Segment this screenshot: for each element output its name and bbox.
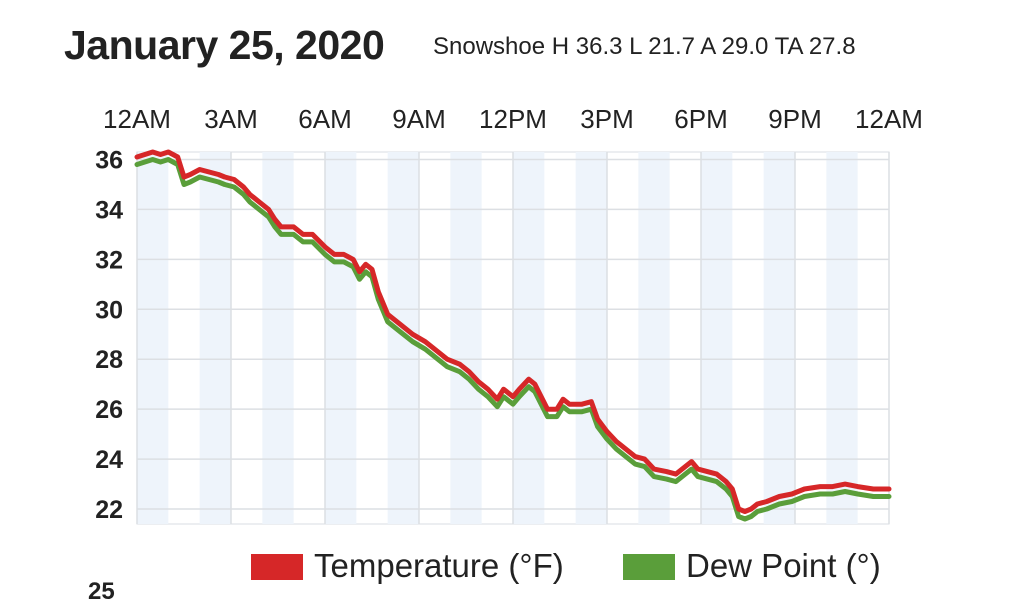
- x-tick-label: 6PM: [674, 104, 727, 134]
- x-tick-label: 12PM: [479, 104, 547, 134]
- x-tick-label: 9AM: [392, 104, 445, 134]
- y-tick-label: 30: [95, 296, 123, 324]
- x-tick-label: 12AM: [855, 104, 923, 134]
- time-band: [199, 152, 231, 524]
- time-band: [387, 152, 419, 524]
- y-tick-label: 36: [95, 146, 123, 174]
- time-band: [701, 152, 733, 524]
- x-tick-label: 12AM: [103, 104, 171, 134]
- time-band: [513, 152, 545, 524]
- y-tick-label: 28: [95, 346, 123, 374]
- x-tick-label: 3PM: [580, 104, 633, 134]
- x-axis-ticks: 12AM 3AM 6AM 9AM 12PM 3PM 6PM 9PM 12AM: [103, 104, 923, 134]
- time-band: [450, 152, 482, 524]
- y-tick-label: 22: [95, 496, 123, 524]
- grid-lines: [136, 152, 890, 524]
- y-tick-label: 26: [95, 396, 123, 424]
- temperature-series-line: [134, 149, 892, 514]
- time-band: [638, 152, 670, 524]
- legend-swatch-temperature: [251, 554, 303, 580]
- x-tick-label: 3AM: [204, 104, 257, 134]
- page-title: January 25, 2020: [64, 22, 385, 68]
- time-band: [137, 152, 169, 524]
- data-series: [134, 149, 892, 522]
- time-band: [763, 152, 795, 524]
- partial-axis-tick: 25: [88, 578, 115, 605]
- y-tick-label: 34: [95, 196, 123, 224]
- y-axis-ticks: 22 24 26 28 30 32 34 36: [95, 146, 123, 524]
- y-tick-label: 24: [95, 446, 123, 474]
- time-band: [575, 152, 607, 524]
- weather-summary: Snowshoe H 36.3 L 21.7 A 29.0 TA 27.8: [433, 33, 856, 60]
- legend-label-dew-point: Dew Point (°): [686, 547, 881, 584]
- time-band: [325, 152, 357, 524]
- y-tick-label: 32: [95, 246, 123, 274]
- time-band: [826, 152, 858, 524]
- legend-swatch-dew-point: [623, 554, 675, 580]
- x-tick-label: 6AM: [298, 104, 351, 134]
- legend-label-temperature: Temperature (°F): [314, 547, 564, 584]
- x-tick-label: 9PM: [768, 104, 821, 134]
- temperature-chart: 12AM 3AM 6AM 9AM 12PM 3PM 6PM 9PM 12AM 22 24 26 28 3…: [95, 104, 923, 525]
